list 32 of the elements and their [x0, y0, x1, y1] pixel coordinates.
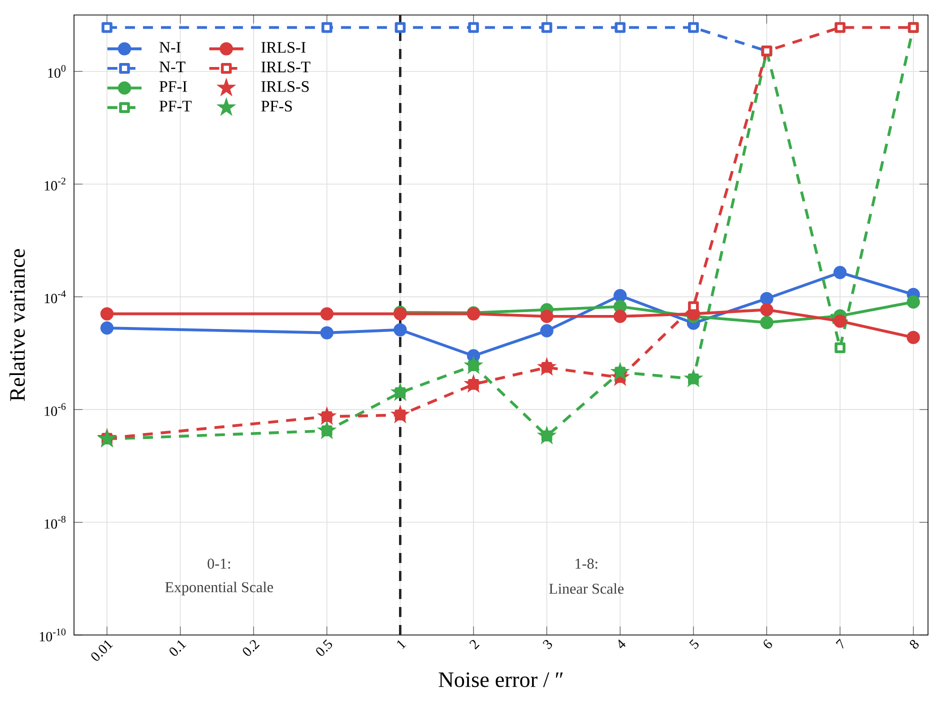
legend-label: IRLS-I: [261, 42, 306, 53]
x-tick-label: 0.2: [242, 640, 260, 656]
legend-label: PF-S: [261, 100, 292, 112]
annotation: 1-8:: [576, 558, 598, 569]
x-tick-label: 0.5: [316, 639, 332, 656]
y-tick-label: 10$^{0}$: [48, 64, 66, 78]
x-tick-label: 0.01: [91, 640, 113, 661]
annotation: Linear Scale: [549, 583, 624, 594]
x-tick-label: 0.1: [170, 640, 186, 656]
x-axis-title: Noise error / ″: [438, 672, 563, 688]
legend-label: N-T: [159, 62, 186, 72]
x-tick-label: 3: [542, 640, 552, 650]
y-tick-label: 10$^{-6}$: [44, 403, 66, 416]
y-tick-label: 10$^{-4}$: [44, 290, 66, 304]
x-tick-label: 1: [397, 640, 406, 650]
x-tick-label: 4: [618, 639, 626, 648]
y-tick-label: 10$^{-10}$: [40, 628, 66, 642]
legend-label: IRLS-S: [261, 81, 309, 92]
annotation: 0-1:: [208, 558, 230, 569]
y-tick-label: 10$^{-8}$: [44, 516, 66, 529]
x-tick-label: 7: [836, 638, 844, 649]
legend-label: PF-I: [159, 81, 187, 92]
x-tick-label: 8: [910, 640, 919, 649]
legend-label: N-I: [159, 42, 181, 53]
y-axis-title: Relative variance: [9, 249, 25, 402]
annotation: Exponential Scale: [165, 582, 274, 596]
x-tick-label: 6: [764, 639, 772, 648]
legend-label: IRLS-T: [261, 62, 310, 72]
x-tick-label: 2: [469, 640, 480, 650]
x-tick-label: 5: [689, 639, 699, 650]
y-tick-label: 10$^{-2}$: [44, 178, 66, 190]
legend-label: PF-T: [159, 100, 192, 112]
